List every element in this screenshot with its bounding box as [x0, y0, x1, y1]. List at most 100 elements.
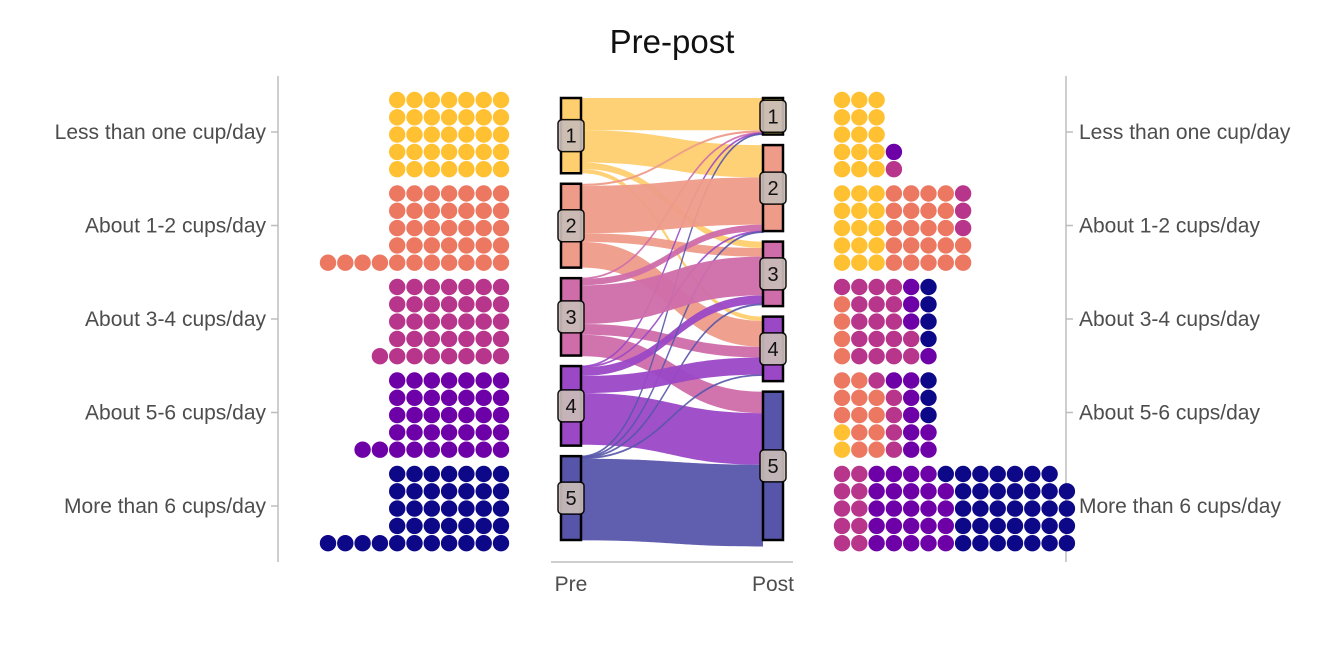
post-dot-5-30 — [937, 535, 954, 552]
post-dot-3-27 — [920, 313, 937, 330]
post-dot-5-52 — [1006, 500, 1024, 517]
post-dot-3-16 — [885, 330, 903, 348]
pre-dot-4-18 — [458, 406, 475, 424]
post-dot-3-7 — [851, 313, 868, 330]
post-dot-4-15 — [885, 441, 903, 458]
pre-dot-1-6 — [389, 161, 406, 178]
post-dot-1-12 — [868, 126, 885, 143]
pre-dot-3-9 — [475, 330, 492, 348]
pre-dot-1-21 — [492, 109, 510, 126]
post-dot-3-6 — [851, 330, 868, 348]
pre-dot-4-28 — [406, 389, 423, 406]
pre-dot-3-24 — [458, 296, 475, 313]
post-dot-2-25 — [920, 254, 937, 271]
pre-dot-1-22 — [475, 109, 492, 126]
post-dot-3-15 — [885, 348, 903, 365]
pre-dot-2-37 — [406, 185, 423, 202]
pre-dot-1-26 — [406, 109, 423, 126]
pre-dot-4-24 — [475, 389, 492, 406]
pre-dot-1-11 — [423, 143, 440, 161]
post-dot-5-18 — [885, 483, 903, 500]
post-dot-5-41 — [972, 517, 989, 535]
post-dot-2-26 — [920, 237, 937, 254]
post-dot-2-21 — [903, 237, 920, 254]
post-dot-2-35 — [954, 254, 972, 271]
pre-dot-2-0 — [492, 254, 510, 271]
pre-dot-4-32 — [458, 372, 475, 389]
pre-dot-1-28 — [492, 91, 510, 109]
pre-dot-2-36 — [423, 185, 440, 202]
post-dot-5-63 — [1041, 483, 1058, 500]
pre-dot-5-36 — [423, 465, 440, 483]
post-dot-5-28 — [920, 483, 937, 500]
post-dot-5-59 — [1024, 465, 1041, 483]
post-dot-5-31 — [937, 517, 954, 535]
post-dot-5-37 — [954, 500, 972, 517]
post-dot-5-56 — [1024, 517, 1041, 535]
post-dot-2-27 — [920, 219, 937, 237]
pre-dot-2-31 — [389, 202, 406, 219]
pre-dot-2-4 — [423, 254, 440, 271]
category-label-right-1: Less than one cup/day — [1079, 121, 1291, 144]
stratum-nodes: 1 2 3 4 5 1 2 3 4 5 — [557, 96, 787, 542]
post-dot-5-20 — [903, 535, 920, 552]
pre-dot-2-10 — [319, 254, 337, 271]
pre-dot-5-5 — [406, 535, 423, 552]
pre-dot-5-7 — [371, 535, 389, 552]
post-dot-4-3 — [833, 389, 851, 406]
post-dot-3-21 — [903, 330, 920, 348]
pre-dot-3-27 — [406, 296, 423, 313]
post-dot-1-13 — [868, 109, 885, 126]
pre-dot-3-1 — [475, 348, 492, 365]
post-dot-5-42 — [972, 500, 989, 517]
pre-dot-3-30 — [475, 278, 492, 296]
post-dot-2-3 — [833, 202, 851, 219]
pre-dot-2-9 — [337, 254, 354, 271]
left-category-labels: Less than one cup/day About 1-2 cups/day A… — [55, 121, 278, 518]
post-dot-2-24 — [903, 185, 920, 202]
pre-dot-5-31 — [389, 483, 406, 500]
ribbon-3-to-2 — [581, 224, 763, 286]
pre-dot-5-13 — [458, 517, 475, 535]
post-dot-2-34 — [937, 185, 954, 202]
post-dot-5-27 — [920, 500, 937, 517]
pre-dot-2-38 — [389, 185, 406, 202]
post-dot-5-49 — [989, 465, 1006, 483]
category-label-left-2: About 1-2 cups/day — [85, 215, 266, 238]
post-dot-2-11 — [868, 237, 885, 254]
post-dot-2-31 — [937, 237, 954, 254]
post-dot-5-60 — [1041, 535, 1058, 552]
post-dot-4-12 — [868, 406, 885, 424]
pre-dot-3-26 — [423, 296, 440, 313]
post-dot-2-1 — [833, 237, 851, 254]
pre-dot-2-30 — [406, 202, 423, 219]
post-dot-1-14 — [868, 91, 885, 109]
post-dot-5-66 — [1058, 517, 1076, 535]
category-label-right-4: About 5-6 cups/day — [1079, 402, 1260, 425]
pre-dot-5-20 — [458, 500, 475, 517]
pre-dot-3-11 — [440, 330, 458, 348]
pre-dot-4-34 — [423, 372, 440, 389]
post-dot-3-17 — [885, 313, 903, 330]
pre-dot-5-27 — [458, 483, 475, 500]
post-dot-2-9 — [851, 185, 868, 202]
pre-dot-1-5 — [406, 161, 423, 178]
pre-dot-2-20 — [458, 219, 475, 237]
pre-dot-4-5 — [406, 441, 423, 458]
post-dot-1-3 — [833, 109, 851, 126]
pre-dot-2-19 — [475, 219, 492, 237]
post-dot-5-35 — [954, 535, 972, 552]
right-category-labels: Less than one cup/day About 1-2 cups/day A… — [1066, 121, 1291, 518]
pre-dot-2-16 — [406, 237, 423, 254]
post-dot-5-3 — [833, 483, 851, 500]
pre-dot-1-17 — [440, 126, 458, 143]
category-label-left-1: Less than one cup/day — [55, 121, 267, 144]
pre-dot-1-1 — [475, 161, 492, 178]
pre-dot-4-0 — [492, 441, 510, 458]
pre-stratum-label-box-4 — [557, 389, 585, 423]
pre-stratum-label-3: 3 — [565, 307, 576, 329]
pre-dot-3-18 — [440, 313, 458, 330]
pre-dot-5-3 — [440, 535, 458, 552]
pre-dot-2-1 — [475, 254, 492, 271]
post-dot-3-24 — [903, 278, 920, 296]
